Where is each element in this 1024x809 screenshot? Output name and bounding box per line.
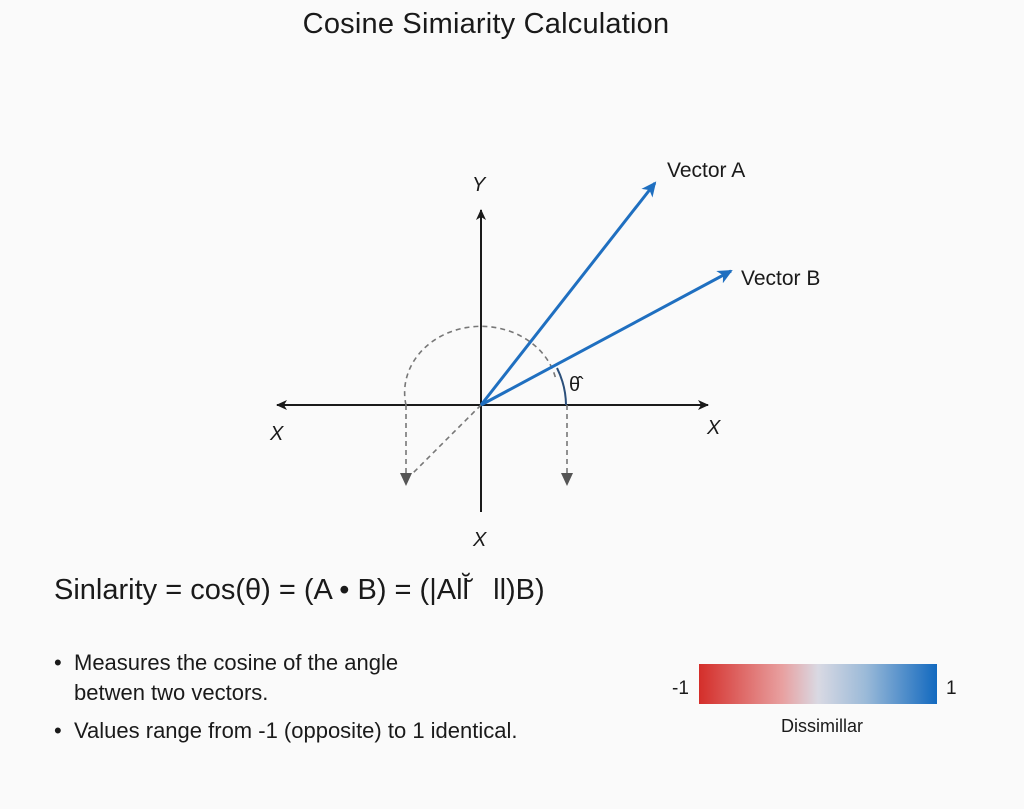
page-title: Cosine Simiarity Calculation: [302, 8, 670, 40]
similarity-formula: Sinlarity = cos(θ) = (A • B) = (|All̆̆ l…: [54, 574, 545, 606]
x-axis-label-left: X: [269, 423, 284, 445]
bullet-item-1: Measures the cosine of the angle betwen …: [54, 648, 634, 708]
angle-theta-label: θ̂: [569, 374, 584, 396]
scale-max-label: 1: [946, 678, 957, 699]
vector-a-arrow: [479, 181, 657, 406]
bullet-1-line-1: Measures the cosine of the angle: [74, 650, 399, 675]
scale-caption: Dissimillar: [781, 716, 863, 736]
drop-arrow-right: [561, 473, 573, 486]
dashed-projection-arc: [403, 325, 557, 406]
vector-b-label: Vector B: [741, 267, 820, 290]
bullet-1-line-2: betwen two vectors.: [74, 680, 269, 705]
angle-arc: [556, 367, 567, 406]
scale-min-label: -1: [672, 678, 689, 699]
bullet-2-line-1: Values range from -1 (opposite) to 1 ide…: [74, 718, 518, 743]
x-axis-label-right: X: [706, 417, 721, 439]
dashed-diagonal: [411, 404, 482, 475]
vector-a-label: Vector A: [667, 159, 745, 182]
bullet-item-2: Values range from -1 (opposite) to 1 ide…: [54, 716, 634, 746]
drop-arrow-left: [400, 473, 412, 486]
description-list: Measures the cosine of the angle betwen …: [54, 648, 634, 754]
similarity-color-scale: [699, 664, 937, 704]
x-axis-label-bottom: X: [472, 529, 487, 551]
cosine-vector-diagram: Y X X X Vector A Vector B θ̂: [269, 159, 820, 551]
y-axis-label: Y: [472, 174, 487, 196]
vector-b-arrow: [480, 269, 733, 407]
